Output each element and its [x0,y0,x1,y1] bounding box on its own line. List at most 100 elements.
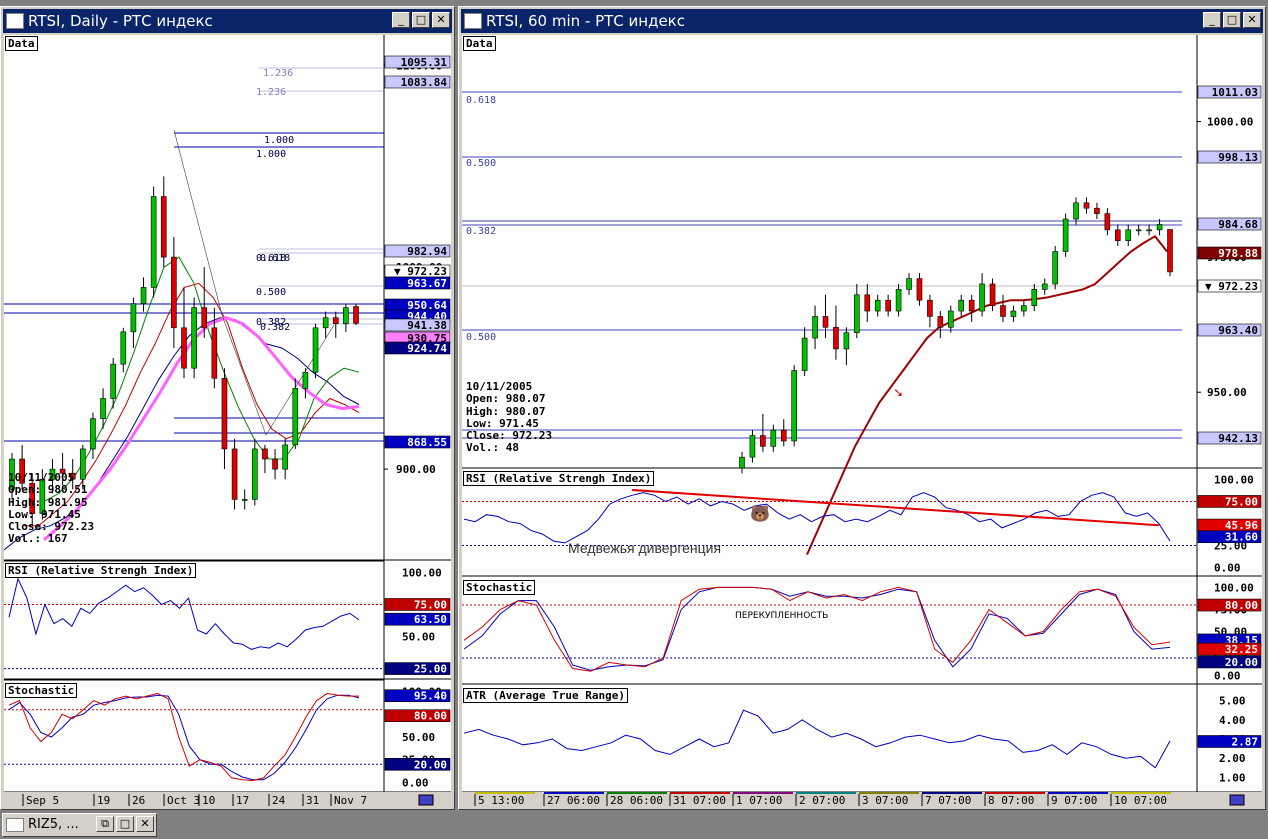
daily-chart-svg[interactable]: 900.001000.001100.001.2361.2361.0001.000… [4,35,451,807]
hourly-atr-tag-last-text: 2.87 [1232,735,1259,748]
daily-price-tick: 900.00 [396,463,436,476]
hourly-info-vol: Vol.: 48 [466,441,519,455]
daily-stoch-k-line [8,692,359,782]
daily-rsi-tag-last-text: 63.50 [414,613,447,626]
daily-candle-body [332,317,339,325]
daily-candle-body [353,306,359,324]
daily-candle-body [262,448,268,460]
hourly-price-tick: 1000.00 [1207,116,1253,129]
hourly-data-label: Data [463,36,496,51]
hourly-chart-window[interactable]: RTSI, 60 min - РТС индекс _□✕ 950.00975.… [458,6,1266,810]
hourly-fib-label: 0.500 [466,332,496,343]
hourly-atr-tick: 1.00 [1219,771,1246,784]
daily-price-tag-box [384,435,451,449]
hourly-chart-area[interactable]: 950.00975.001000.000.6180.5000.3820.500➘… [462,35,1262,807]
daily-ma-short [43,256,360,502]
hourly-candle-body [1062,218,1069,252]
hourly-session-color-bar [607,792,667,794]
daily-chart-window[interactable]: RTSI, Daily - РТС индекс _□✕ 900.001000.… [0,6,455,810]
hourly-candle-body [937,316,944,328]
daily-rsi-tick: 100.00 [402,566,442,579]
hourly-stochastic-title: Stochastic [463,580,536,595]
daily-candle-body [221,377,228,450]
close-button[interactable]: ✕ [1243,12,1261,28]
hourly-candle-body [791,370,797,442]
hourly-price-tag-text: 1011.03 [1212,86,1258,99]
hourly-fib-label: 0.382 [466,226,496,237]
minimized-window-riz5[interactable]: RIZ5, ... ⧉ □ ✕ [2,813,157,837]
hourly-x-label: 10 07:00 [1114,794,1167,807]
close-button[interactable]: ✕ [432,12,450,28]
daily-fib-label: 1.236 [256,87,286,98]
daily-candle-body [150,196,157,288]
hourly-candle-body [1146,229,1152,232]
hourly-price-tag-box [1197,279,1262,293]
daily-candle-body [312,327,319,373]
daily-chart-area[interactable]: 900.001000.001100.001.2361.2361.0001.000… [4,35,451,807]
daily-data-label: Data [5,36,38,51]
maximize-button[interactable]: □ [412,12,430,28]
hourly-candle-body [801,337,808,371]
daily-scroll-icon [418,794,434,806]
minimize-button[interactable]: _ [1203,12,1221,28]
close-button[interactable]: ✕ [136,816,154,832]
daily-candle-body [90,418,96,450]
minimize-button[interactable]: _ [392,12,410,28]
hourly-candle-body [1083,202,1090,209]
daily-info-open: Open: 980.51 [8,483,88,497]
daily-candle-body [120,331,127,365]
hourly-candle-body [1010,310,1017,317]
daily-rsi-tag-25-box [384,662,451,675]
daily-price-tag-text: 950.64 [407,299,447,312]
maximize-button[interactable]: □ [1223,12,1241,28]
hourly-x-label: 3 07:00 [862,794,908,807]
daily-candle-body [160,196,167,258]
bearish-divergence-trendline [632,488,1159,527]
daily-x-label: Sep 5 [26,794,59,807]
daily-rsi-tag-75-text: 75.00 [414,598,447,611]
daily-candle-body [171,256,177,329]
daily-ma-mid [24,282,360,527]
hourly-stoch-tag-20-text: 20.00 [1225,656,1258,669]
hourly-session-color-bar [859,792,919,794]
daily-candle-body [282,444,288,470]
daily-candle-body [9,458,15,490]
hourly-session-color-bar [922,792,982,794]
hourly-x-label: 7 07:00 [925,794,971,807]
hourly-candle-body [1031,289,1038,306]
daily-price-tag-text: 924.74 [407,342,447,355]
hourly-price-tag-box [1197,246,1262,260]
daily-candle-body [39,478,46,514]
hourly-candle-body [780,429,787,442]
maximize-button[interactable]: □ [116,816,134,832]
hourly-candle-body [885,299,891,312]
daily-stochastic-title: Stochastic [5,683,78,698]
daily-price-tag-text: ▼ 972.23 [394,265,447,278]
daily-stoch-tag-20-text: 20.00 [414,758,447,771]
hourly-chart-svg[interactable]: 950.00975.001000.000.6180.5000.3820.500➘… [462,35,1262,807]
restore-button[interactable]: ⧉ [96,816,114,832]
hourly-price-tag-text: ▼ 972.23 [1205,280,1258,293]
daily-fib-label: 0.500 [256,287,286,298]
daily-stoch-tag-80-box [384,709,451,723]
hourly-candle-body [895,289,902,312]
chart-window-icon [6,13,24,29]
daily-ma-pink [43,316,360,541]
hourly-window-titlebar[interactable]: RTSI, 60 min - РТС индекс _ □ ✕ [461,9,1263,33]
daily-ohlc-info: 10/11/2005 Open: 980.51 High: 981.95 Low: 9… [8,471,94,546]
daily-candle-body [302,371,309,389]
daily-rsi-tag-75-box [384,598,451,611]
hourly-candle-body [947,310,954,328]
hourly-atr-tick: 2.00 [1219,752,1246,765]
hourly-x-label: 2 07:00 [799,794,845,807]
daily-candle-body [231,448,238,500]
daily-price-tag-text: 1095.31 [401,56,448,69]
daily-candle-body [272,458,278,470]
daily-stoch-tick: 50.00 [402,731,435,744]
hourly-candle-body [1094,207,1100,214]
daily-window-titlebar[interactable]: RTSI, Daily - РТС индекс _ □ ✕ [3,9,452,33]
hourly-window-title: RTSI, 60 min - РТС индекс [486,12,685,30]
hourly-atr-line [463,709,1171,769]
daily-candle-body [69,472,76,480]
hourly-rsi-tick: 100.00 [1214,473,1254,486]
